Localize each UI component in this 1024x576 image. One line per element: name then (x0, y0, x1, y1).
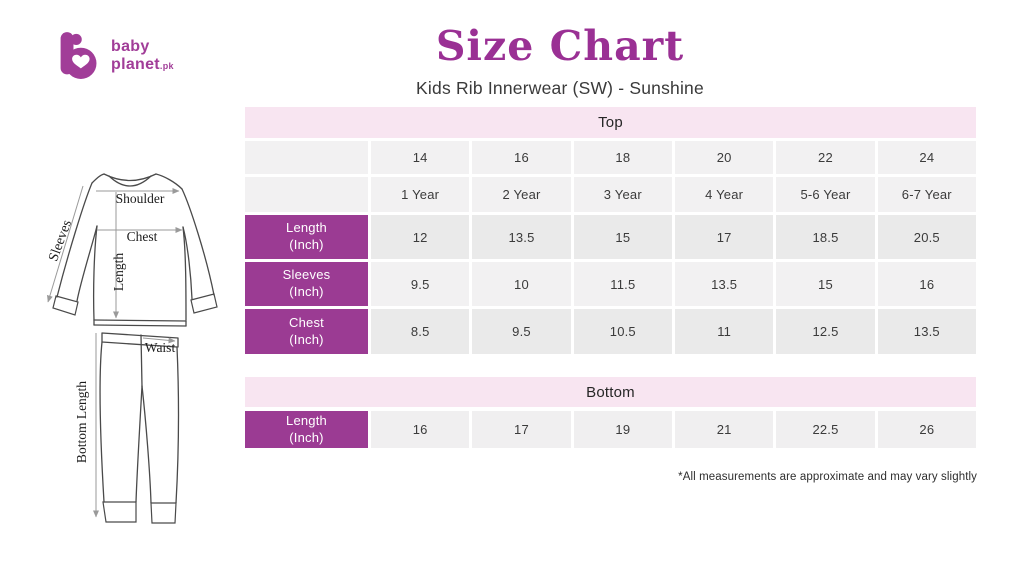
measurement-cell: 8.5 (371, 309, 470, 354)
waist-arrow (142, 337, 176, 344)
corner-blank-cell (245, 141, 368, 174)
age-cell: 4 Year (675, 177, 774, 212)
waist-label: Waist (145, 340, 176, 355)
size-cell: 22 (776, 141, 875, 174)
age-cell: 3 Year (573, 177, 672, 212)
measurement-cell: 10.5 (573, 309, 672, 354)
bottom-section-header: Bottom (245, 377, 976, 407)
size-cell: 18 (573, 141, 672, 174)
measurement-cell: 15 (573, 215, 672, 259)
measurement-cell: 11 (675, 309, 774, 354)
measurement-cell: 21 (675, 411, 774, 448)
top-size-table: Top 14 16 18 20 22 24 1 Year 2 Year 3 Ye… (245, 107, 976, 354)
brand-suffix: .pk (159, 60, 174, 71)
pants-outline (99, 332, 180, 524)
measurement-cell: 10 (472, 262, 571, 306)
sleeves-arrow (47, 185, 84, 303)
row-label-sleeves: Sleeves (Inch) (245, 262, 368, 306)
measurement-cell: 20.5 (877, 215, 976, 259)
measurement-cell: 16 (877, 262, 976, 306)
age-cell: 6-7 Year (877, 177, 976, 212)
corner-blank-cell (245, 177, 368, 212)
brand-name-line2: planet.pk (111, 55, 174, 73)
size-cell: 14 (371, 141, 470, 174)
measurement-cell: 12.5 (776, 309, 875, 354)
brand-name-line1: baby (111, 38, 150, 55)
measurement-cell: 17 (472, 411, 571, 448)
measurement-cell: 15 (776, 262, 875, 306)
measurement-cell: 11.5 (573, 262, 672, 306)
page-title: Size Chart (435, 22, 685, 70)
measurement-cell: 22.5 (776, 411, 875, 448)
measurement-cell: 19 (573, 411, 672, 448)
measurement-cell: 13.5 (472, 215, 571, 259)
age-cell: 5-6 Year (776, 177, 875, 212)
row-label-chest: Chest (Inch) (245, 309, 368, 354)
garment-measurement-diagram: Shoulder Chest Length Sleeves Waist Bott… (46, 173, 218, 524)
measurement-arrows (47, 185, 183, 518)
bottom-size-table: Bottom Length (Inch) 16 17 19 21 22.5 26 (245, 377, 976, 448)
sleeves-label: Sleeves (46, 218, 75, 263)
measurement-cell: 12 (371, 215, 470, 259)
row-label-length: Length (Inch) (245, 215, 368, 259)
size-cell: 16 (472, 141, 571, 174)
heart-icon (72, 54, 90, 69)
measurement-cell: 26 (877, 411, 976, 448)
chest-label: Chest (127, 229, 158, 244)
size-cell: 24 (877, 141, 976, 174)
measurement-cell: 16 (371, 411, 470, 448)
brand-name: baby planet.pk (111, 38, 174, 73)
age-cell: 2 Year (472, 177, 571, 212)
measurement-cell: 13.5 (675, 262, 774, 306)
measurement-cell: 17 (675, 215, 774, 259)
row-label-bottom-length: Length (Inch) (245, 411, 368, 448)
baby-planet-logo-icon (60, 32, 97, 79)
age-cell: 1 Year (371, 177, 470, 212)
measurements-footnote: *All measurements are approximate and ma… (678, 471, 977, 483)
length-label: Length (111, 253, 126, 291)
product-subtitle: Kids Rib Innerwear (SW) - Sunshine (416, 78, 704, 98)
size-cell: 20 (675, 141, 774, 174)
bottom-length-label: Bottom Length (74, 381, 89, 463)
shirt-outline (52, 173, 218, 327)
shoulder-label: Shoulder (116, 191, 165, 206)
measurement-cell: 18.5 (776, 215, 875, 259)
brand-logo: baby planet.pk (56, 30, 174, 82)
measurement-cell: 9.5 (371, 262, 470, 306)
top-section-header: Top (245, 107, 976, 138)
measurement-cell: 9.5 (472, 309, 571, 354)
measurement-cell: 13.5 (877, 309, 976, 354)
